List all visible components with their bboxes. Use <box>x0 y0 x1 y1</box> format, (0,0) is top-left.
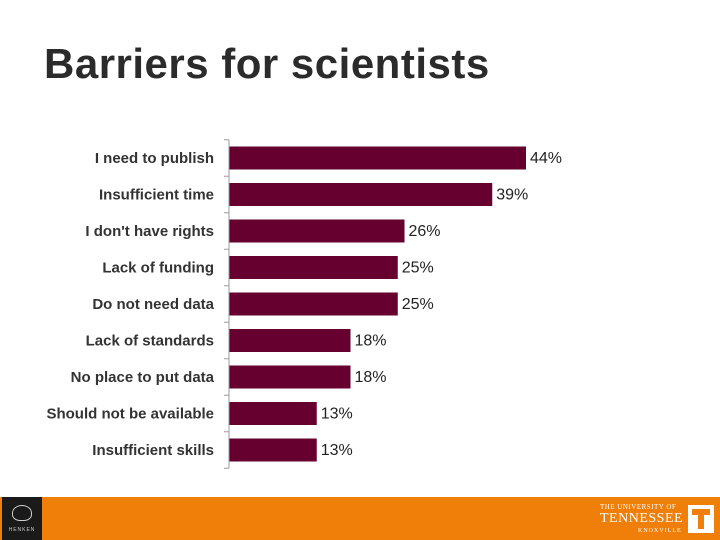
value-label-8: 13% <box>321 442 353 459</box>
bar-chart: I need to publish 44% Insufficient time 39%… <box>46 139 562 469</box>
value-label-3: 25% <box>402 260 434 277</box>
institute-emblem-icon <box>12 505 32 521</box>
value-label-7: 13% <box>321 406 353 423</box>
university-logo-line3: KNOXVILLE <box>638 528 682 534</box>
category-label-8: Insufficient skills <box>92 442 214 459</box>
category-label-3: Lack of funding <box>102 260 214 277</box>
value-label-2: 26% <box>409 223 441 240</box>
bar-4 <box>229 292 398 316</box>
category-label-7: Should not be available <box>46 406 214 423</box>
bar-1 <box>229 183 493 206</box>
university-logo-line2: TENNESSEE <box>600 511 684 526</box>
value-label-5: 18% <box>355 333 387 350</box>
power-t-icon <box>688 505 714 533</box>
bar-2 <box>229 219 405 243</box>
bar-0 <box>229 146 526 170</box>
category-label-5: Lack of standards <box>86 333 214 350</box>
category-label-6: No place to put data <box>71 369 215 386</box>
university-logo-line1: THE UNIVERSITY OF <box>600 503 677 511</box>
bar-5 <box>229 329 351 352</box>
category-label-4: Do not need data <box>92 296 214 313</box>
footer-bar: HENKEN THE UNIVERSITY OF TENNESSEE KNOXV… <box>0 497 720 540</box>
page-title: Barriers for scientists <box>44 40 490 87</box>
bar-8 <box>229 438 317 462</box>
category-label-2: I don't have rights <box>85 223 214 240</box>
category-label-1: Insufficient time <box>99 187 214 204</box>
category-label-0: I need to publish <box>95 150 214 167</box>
value-label-0: 44% <box>530 150 562 167</box>
bar-3 <box>229 256 398 279</box>
bar-7 <box>229 402 317 425</box>
value-label-4: 25% <box>402 296 434 313</box>
value-label-6: 18% <box>355 369 387 386</box>
university-logo: THE UNIVERSITY OF TENNESSEE KNOXVILLE <box>600 501 714 537</box>
institute-logo-text: HENKEN <box>8 527 36 533</box>
institute-logo: HENKEN <box>2 497 42 540</box>
bar-6 <box>229 365 351 389</box>
value-label-1: 39% <box>496 187 528 204</box>
